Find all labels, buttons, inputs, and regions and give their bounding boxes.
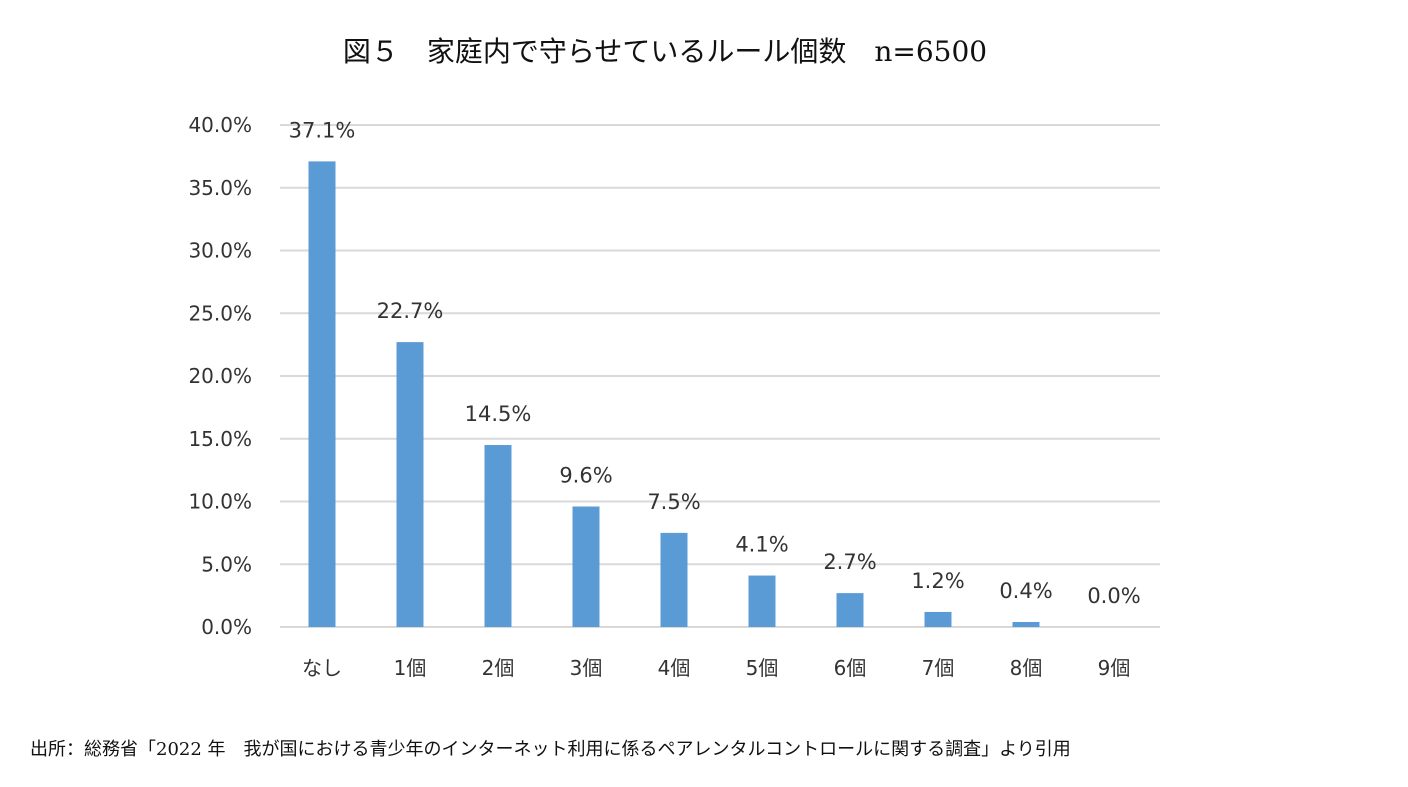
data-label: 4.1% [735,533,788,557]
y-tick-label: 0.0% [201,615,252,639]
x-tick-label: 6個 [834,656,867,680]
x-tick-label: 8個 [1010,656,1043,680]
data-label: 0.0% [1087,584,1140,608]
y-tick-label: 20.0% [188,364,252,388]
bar-chart: 0.0% 5.0% 10.0% 15.0% 20.0% 25.0% 30.0% 35.0% 40… [188,113,1160,680]
y-tick-label: 25.0% [188,301,252,325]
data-label: 7.5% [647,490,700,514]
data-label: 2.7% [823,550,876,574]
bar [572,506,600,627]
x-tick-label: 1個 [394,656,427,680]
bar [396,342,424,627]
data-label: 1.2% [911,569,964,593]
x-tick-label: 7個 [922,656,955,680]
x-tick-label: 3個 [570,656,603,680]
y-tick-label: 40.0% [188,113,252,137]
data-label: 9.6% [559,464,612,488]
x-tick-label: 4個 [658,656,691,680]
bar [836,593,864,627]
chart-title: 図５ 家庭内で守らせているルール個数 n=6500 [342,35,988,68]
y-tick-label: 5.0% [201,552,252,576]
data-label: 37.1% [289,118,356,142]
data-label: 14.5% [465,402,532,426]
bar [308,161,336,627]
y-tick-label: 30.0% [188,239,252,263]
y-tick-label: 35.0% [188,176,252,200]
bar [924,611,952,627]
data-label: 0.4% [999,579,1052,603]
x-tick-label: なし [302,656,342,680]
y-tick-label: 15.0% [188,427,252,451]
bar [748,575,776,627]
y-tick-label: 10.0% [188,490,252,514]
bar [484,445,512,627]
x-tick-label: 2個 [482,656,515,680]
data-label: 22.7% [377,299,444,323]
source-note: 出所：総務省「2022 年 我が国における青少年のインターネット利用に係るペアレ… [30,739,1071,760]
bar [1012,621,1040,627]
x-tick-label: 9個 [1098,656,1131,680]
x-tick-label: 5個 [746,656,779,680]
bar [660,532,688,627]
